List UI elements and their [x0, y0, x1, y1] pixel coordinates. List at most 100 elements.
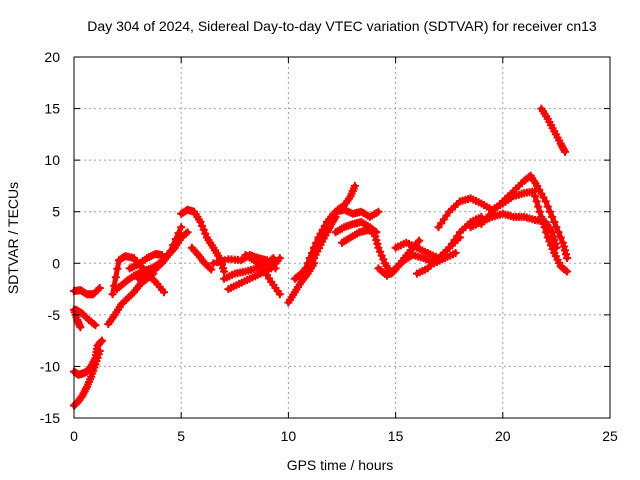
data-point — [97, 336, 106, 345]
data-point — [377, 251, 386, 260]
x-tick-label: 20 — [495, 428, 511, 444]
series-21 — [305, 205, 383, 263]
x-tick-label: 10 — [281, 428, 297, 444]
data-point — [301, 264, 310, 273]
data-point — [201, 229, 210, 238]
data-point — [561, 147, 569, 156]
series-30 — [477, 171, 572, 263]
y-tick-label: 20 — [44, 49, 60, 65]
series-27 — [413, 212, 486, 278]
data-point — [371, 232, 380, 241]
data-point — [160, 288, 168, 297]
x-tick-label: 25 — [602, 428, 618, 444]
data-point — [372, 236, 381, 245]
data-point — [95, 347, 104, 355]
data-point — [562, 250, 570, 259]
data-point — [545, 237, 554, 246]
axis-ticks: 0 5 10 15 20 25 -15 -10 -5 0 5 10 15 20 — [40, 49, 618, 444]
y-tick-label: 15 — [44, 101, 60, 117]
data-point — [537, 212, 546, 221]
y-tick-label: 10 — [44, 152, 60, 168]
data-point — [379, 255, 388, 264]
series-5 — [70, 347, 104, 410]
series-1 — [70, 284, 104, 299]
data-point — [199, 225, 208, 234]
y-tick-label: 0 — [52, 255, 60, 271]
data-point — [205, 263, 214, 272]
data-point — [198, 221, 207, 230]
data-point — [559, 242, 568, 251]
y-axis-label: SDTVAR / TECUs — [5, 182, 21, 294]
data-point — [94, 285, 103, 294]
data-point — [549, 232, 558, 241]
data-point — [308, 249, 316, 257]
data-point — [110, 281, 119, 290]
series-13 — [187, 243, 216, 274]
y-tick-label: 5 — [52, 204, 60, 220]
data-point — [547, 241, 555, 250]
data-point — [220, 267, 229, 276]
data-point — [540, 223, 549, 232]
data-point — [539, 218, 547, 226]
data-point — [535, 207, 544, 216]
data-point — [91, 321, 100, 330]
data-point — [563, 254, 572, 263]
series-28 — [434, 187, 539, 232]
data-point — [451, 249, 460, 257]
data-point — [561, 266, 570, 275]
data-point — [113, 264, 122, 273]
series-9 — [125, 250, 166, 273]
data-point — [305, 254, 314, 263]
data-point — [556, 233, 565, 242]
data-point — [531, 192, 539, 201]
x-tick-label: 5 — [177, 428, 185, 444]
data-point — [558, 238, 567, 247]
data-traces — [70, 104, 572, 410]
series-4 — [70, 336, 106, 379]
data-point — [550, 218, 559, 226]
chart-title: Day 304 of 2024, Sidereal Day-to-day VTE… — [87, 18, 597, 34]
data-point — [543, 202, 552, 211]
data-point — [89, 319, 98, 328]
data-point — [552, 223, 561, 232]
data-point — [542, 228, 551, 237]
x-axis-label: GPS time / hours — [287, 457, 394, 473]
data-point — [174, 229, 183, 238]
data-point — [96, 337, 105, 346]
data-point — [275, 290, 284, 299]
series-10 — [145, 228, 192, 278]
data-point — [196, 218, 205, 226]
data-point — [415, 236, 424, 245]
data-point — [271, 264, 280, 273]
data-point — [534, 202, 543, 211]
data-point — [563, 267, 572, 276]
data-point — [374, 207, 383, 216]
data-point — [350, 181, 359, 190]
data-point — [310, 243, 319, 252]
y-tick-label: -5 — [48, 307, 61, 323]
series-32 — [537, 104, 569, 156]
series-17 — [241, 251, 284, 299]
data-point — [149, 276, 158, 285]
data-point — [543, 233, 552, 242]
gridlines — [74, 57, 610, 418]
data-point — [548, 212, 557, 221]
data-point — [76, 323, 85, 332]
data-point — [182, 229, 190, 238]
series-11 — [134, 271, 168, 297]
x-tick-label: 0 — [70, 428, 78, 444]
x-tick-label: 15 — [388, 428, 404, 444]
data-point — [312, 238, 321, 247]
data-point — [541, 197, 550, 206]
data-point — [111, 273, 120, 282]
data-point — [554, 228, 563, 237]
series-18 — [284, 259, 319, 307]
data-point — [303, 259, 312, 268]
data-point — [546, 207, 554, 216]
data-point — [213, 258, 222, 267]
series-25 — [374, 249, 460, 280]
data-point — [275, 254, 284, 263]
data-point — [532, 197, 541, 206]
data-point — [376, 247, 385, 256]
